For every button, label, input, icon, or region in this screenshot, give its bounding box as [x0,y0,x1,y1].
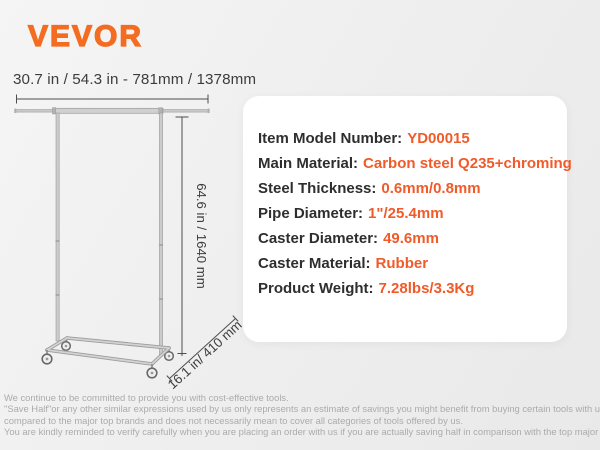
vevor-logo: VEVOR [27,19,144,53]
spec-label: Product Weight: [258,280,374,297]
caster-wheel [163,348,175,362]
rack-illustration: 64.6 in / 1640 mm 16.1 in/ 410 mm [14,94,245,390]
spec-row-weight: Product Weight: 7.28lbs/3.3Kg [258,276,553,301]
spec-row-model: Item Model Number: YD00015 [258,126,553,151]
spec-row-thickness: Steel Thickness: 0.6mm/0.8mm [258,176,553,201]
spec-card: Item Model Number: YD00015 Main Material:… [243,96,572,342]
spec-label: Main Material: [258,155,359,172]
spec-row-caster-material: Caster Material: Rubber [258,251,553,276]
spec-value: YD00015 [407,130,470,147]
spec-value: Rubber [375,255,429,272]
spec-row-caster-diameter: Caster Diameter: 49.6mm [258,226,553,251]
disclaimer: We continue to be committed to provide y… [4,392,600,437]
spec-label: Caster Diameter: [258,230,379,247]
spec-row-material: Main Material: Carbon steel Q235+chroming [258,151,572,176]
spec-label: Item Model Number: [258,130,403,147]
spec-value: 49.6mm [383,230,439,247]
spec-label: Caster Material: [258,255,371,272]
spec-label: Pipe Diameter: [258,205,364,222]
depth-dimension-label: 16.1 in/ 410 mm [165,317,245,390]
height-dimension-label: 64.6 in / 1640 mm [194,183,209,289]
spec-value: 7.28lbs/3.3Kg [378,280,475,297]
spec-row-pipe-diameter: Pipe Diameter: 1"/25.4mm [258,201,553,226]
caster-wheel [41,350,53,365]
disclaimer-line: "Save Half"or any other similar expressi… [4,403,600,415]
width-dimension-text: 30.7 in / 54.3 in - 781mm / 1378mm [13,71,257,88]
rack-right-post [158,112,164,356]
spec-label: Steel Thickness: [258,180,377,197]
caster-wheel [146,364,158,379]
disclaimer-line: compared to the major top brands and doe… [4,414,463,426]
disclaimer-line: You are kindly reminded to verify carefu… [4,425,600,437]
rack-left-post [55,112,60,342]
width-dimension-line [16,94,209,104]
spec-value: Carbon steel Q235+chroming [363,155,572,172]
rack-base-frame [45,336,171,366]
spec-value: 1"/25.4mm [368,205,444,222]
spec-value: 0.6mm/0.8mm [381,180,481,197]
disclaimer-line: We continue to be committed to provide y… [4,392,289,403]
rack-top-rail [14,107,210,115]
depth-dimension-line [166,315,239,382]
height-dimension-line [175,116,189,356]
